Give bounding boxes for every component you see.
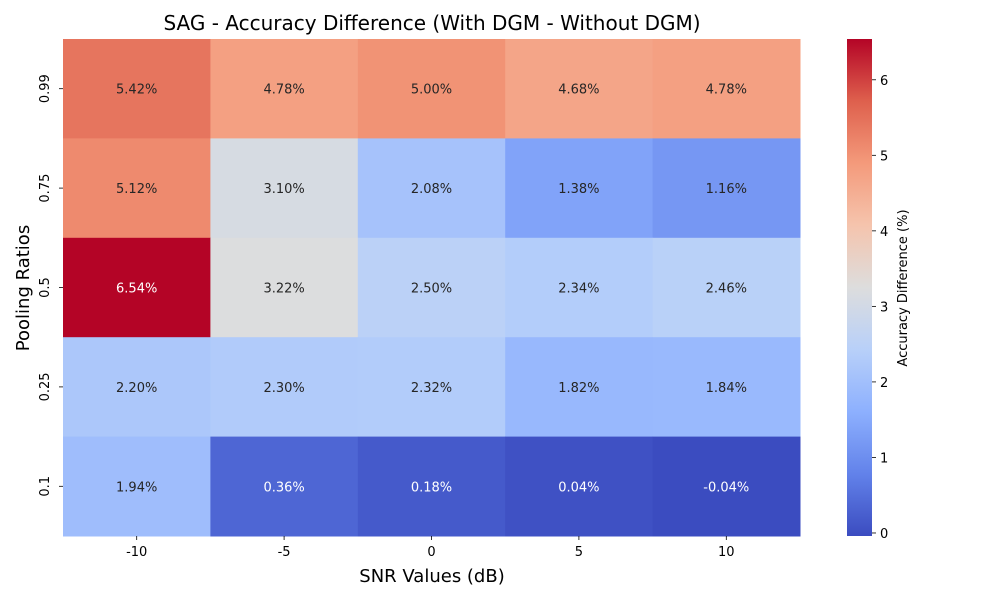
colorbar xyxy=(847,39,872,536)
x-axis-ticks: -10 -5 0 5 10 xyxy=(126,536,735,560)
heatmap-cell xyxy=(210,436,359,537)
heatmap-cell xyxy=(210,237,359,338)
heatmap-cell xyxy=(505,237,654,338)
cell-value-label: 5.42% xyxy=(116,83,157,98)
cell-value-label: 5.00% xyxy=(411,83,452,98)
colorbar-tick-label: 0 xyxy=(880,527,888,542)
heatmap-cell xyxy=(505,138,654,239)
cell-value-label: 4.78% xyxy=(706,83,747,98)
cell-value-label: 2.34% xyxy=(558,282,599,297)
cell-value-label: 4.78% xyxy=(263,83,304,98)
cell-value-label: 6.54% xyxy=(116,282,157,297)
cell-value-label: 1.16% xyxy=(706,182,747,197)
heatmap-cell xyxy=(357,436,506,537)
colorbar-tick-label: 4 xyxy=(880,225,888,240)
colorbar-tick-label: 1 xyxy=(880,451,888,466)
colorbar-tick-label: 5 xyxy=(880,149,888,164)
x-tick-label: 5 xyxy=(575,545,583,560)
heatmap-cell xyxy=(357,337,506,438)
cell-value-label: 2.32% xyxy=(411,381,452,396)
heatmap-cell xyxy=(63,237,211,338)
y-axis-label: Pooling Ratios xyxy=(13,225,34,351)
cell-value-label: 2.20% xyxy=(116,381,157,396)
heatmap-cell xyxy=(652,337,801,438)
y-tick-label: 0.1 xyxy=(38,476,53,497)
heatmap-cell xyxy=(505,337,654,438)
y-tick-label: 0.75 xyxy=(38,174,53,203)
cell-value-label: 2.30% xyxy=(263,381,304,396)
y-tick-label: 0.99 xyxy=(38,74,53,103)
y-tick-label: 0.25 xyxy=(38,372,53,401)
cell-value-label: 3.22% xyxy=(263,282,304,297)
cell-value-label: -0.04% xyxy=(703,480,749,495)
heatmap-cell xyxy=(652,436,801,537)
colorbar-label: Accuracy Difference (%) xyxy=(896,209,911,366)
cell-value-label: 1.82% xyxy=(558,381,599,396)
chart-title: SAG - Accuracy Difference (With DGM - Wi… xyxy=(163,11,700,35)
cell-value-label: 2.46% xyxy=(706,282,747,297)
x-tick-label: -5 xyxy=(278,545,291,560)
cell-value-label: 0.04% xyxy=(558,480,599,495)
cell-value-label: 4.68% xyxy=(558,83,599,98)
heatmap-cell xyxy=(210,138,359,239)
y-axis-ticks: 0.99 0.75 0.5 0.25 0.1 xyxy=(38,74,63,497)
x-tick-label: -10 xyxy=(126,545,147,560)
y-tick-label: 0.5 xyxy=(38,277,53,298)
cell-value-label: 5.12% xyxy=(116,182,157,197)
cell-value-label: 1.84% xyxy=(706,381,747,396)
cell-value-label: 1.94% xyxy=(116,480,157,495)
heatmap-cell xyxy=(652,237,801,338)
cell-value-label: 1.38% xyxy=(558,182,599,197)
heatmap-cells xyxy=(63,39,801,537)
heatmap-cell xyxy=(357,237,506,338)
heatmap-cell xyxy=(210,337,359,438)
heatmap-cell xyxy=(63,138,211,239)
heatmap-cell xyxy=(63,337,211,438)
cell-value-label: 0.36% xyxy=(263,480,304,495)
x-tick-label: 10 xyxy=(718,545,735,560)
heatmap-cell xyxy=(357,138,506,239)
x-tick-label: 0 xyxy=(427,545,435,560)
heatmap-cell xyxy=(652,39,801,139)
heatmap-cell xyxy=(505,39,654,139)
cell-value-label: 0.18% xyxy=(411,480,452,495)
colorbar-ticks: 0 1 2 3 4 5 6 xyxy=(872,74,888,542)
cell-value-label: 2.50% xyxy=(411,282,452,297)
heatmap-cell xyxy=(210,39,359,139)
heatmap-cell xyxy=(357,39,506,139)
colorbar-tick-label: 6 xyxy=(880,74,888,89)
heatmap-cell xyxy=(505,436,654,537)
heatmap-cell xyxy=(63,39,211,139)
heatmap-cell xyxy=(63,436,211,537)
x-axis-label: SNR Values (dB) xyxy=(359,566,504,587)
colorbar-tick-label: 3 xyxy=(880,300,888,315)
cell-value-labels: 5.42% 4.78% 5.00% 4.68% 4.78% 5.12% 3.10% 2.08%… xyxy=(116,83,749,496)
heatmap-cell xyxy=(652,138,801,239)
cell-value-label: 3.10% xyxy=(263,182,304,197)
cell-value-label: 2.08% xyxy=(411,182,452,197)
colorbar-tick-label: 2 xyxy=(880,376,888,391)
